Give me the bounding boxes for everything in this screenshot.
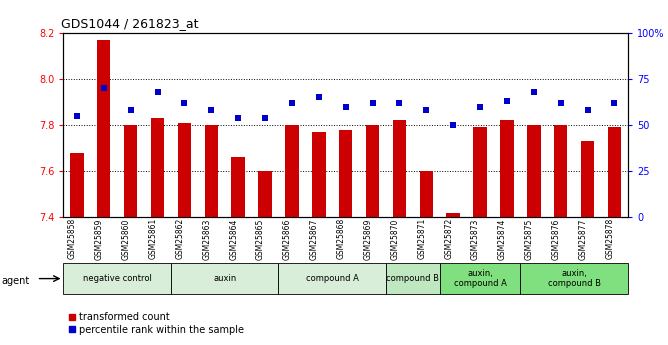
Point [98,85,109,91]
Bar [608,127,621,217]
Point [341,104,351,109]
Bar [446,213,460,217]
Text: GSM25859: GSM25859 [95,218,104,260]
Text: GSM25874: GSM25874 [498,218,507,260]
Point [260,115,271,120]
Point [502,98,512,104]
Text: GSM25860: GSM25860 [122,218,131,260]
Text: GSM25868: GSM25868 [337,218,346,259]
Point [528,89,539,95]
Bar [204,125,218,217]
Text: GSM25863: GSM25863 [202,218,211,260]
Bar [500,120,514,217]
Text: GSM25858: GSM25858 [68,218,77,259]
Text: GSM25878: GSM25878 [605,218,615,259]
Point [313,95,324,100]
Bar [259,171,272,217]
Text: auxin,
compound B: auxin, compound B [548,269,601,288]
Text: GDS1044 / 261823_at: GDS1044 / 261823_at [61,17,198,30]
Bar [63,263,171,294]
Point [448,122,458,128]
Bar [312,132,325,217]
Text: GSM25861: GSM25861 [148,218,158,259]
Text: GSM25865: GSM25865 [256,218,265,260]
Bar [366,125,379,217]
Point [394,100,405,106]
Bar [285,125,299,217]
Point [367,100,378,106]
Point [609,100,620,106]
Bar [393,120,406,217]
Bar [178,123,191,217]
Point [582,108,593,113]
Point [71,113,82,119]
Text: GSM25866: GSM25866 [283,218,292,260]
Bar [279,263,386,294]
Legend: transformed count, percentile rank within the sample: transformed count, percentile rank withi… [68,312,244,335]
Text: GSM25873: GSM25873 [471,218,480,260]
Bar [171,263,279,294]
Text: compound A: compound A [306,274,359,283]
Bar [474,127,487,217]
Text: agent: agent [1,276,29,286]
Point [206,108,216,113]
Bar [124,125,138,217]
Point [555,100,566,106]
Bar [527,125,540,217]
Bar [97,40,110,217]
Bar [554,125,567,217]
Text: negative control: negative control [83,274,152,283]
Point [421,108,432,113]
Bar [70,153,84,217]
Bar [581,141,595,217]
Text: GSM25869: GSM25869 [363,218,373,260]
Point [152,89,163,95]
Text: GSM25864: GSM25864 [229,218,238,260]
Bar [420,171,433,217]
Bar [231,157,245,217]
Point [475,104,486,109]
Text: GSM25872: GSM25872 [444,218,453,259]
Text: compound B: compound B [386,274,440,283]
Text: auxin,
compound A: auxin, compound A [454,269,506,288]
Bar [440,263,520,294]
Point [233,115,244,120]
Bar [520,263,628,294]
Text: GSM25867: GSM25867 [310,218,319,260]
Text: GSM25875: GSM25875 [525,218,534,260]
Text: GSM25877: GSM25877 [578,218,588,260]
Bar [339,130,353,217]
Bar [151,118,164,217]
Point [179,100,190,106]
Text: GSM25876: GSM25876 [552,218,560,260]
Point [126,108,136,113]
Point [287,100,297,106]
Text: GSM25862: GSM25862 [176,218,184,259]
Text: GSM25871: GSM25871 [418,218,426,259]
Text: GSM25870: GSM25870 [391,218,399,260]
Bar [386,263,440,294]
Text: auxin: auxin [213,274,236,283]
